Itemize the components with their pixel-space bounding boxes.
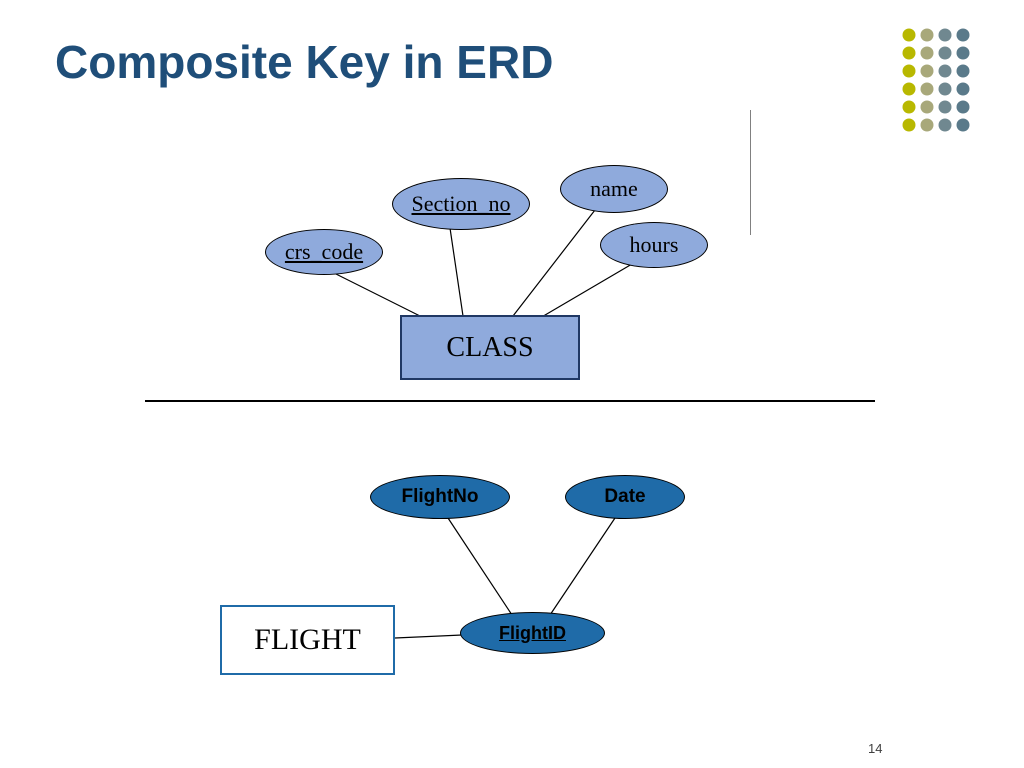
attr-date: Date xyxy=(565,475,685,519)
entity-class-label: CLASS xyxy=(446,332,533,364)
attr-crs-code: crs_code xyxy=(265,229,383,275)
entity-flight-label: FLIGHT xyxy=(254,623,361,657)
page-number: 14 xyxy=(868,741,882,756)
decor-dots xyxy=(899,25,989,155)
attr-section-no: Section_no xyxy=(392,178,530,230)
section-divider xyxy=(145,400,875,402)
attr-name: name xyxy=(560,165,668,213)
entity-flight: FLIGHT xyxy=(220,605,395,675)
entity-class: CLASS xyxy=(400,315,580,380)
slide-title: Composite Key in ERD xyxy=(55,35,553,89)
decor-vertical-line xyxy=(750,110,751,235)
attr-flightid: FlightID xyxy=(460,612,605,654)
attr-flightno: FlightNo xyxy=(370,475,510,519)
attr-hours: hours xyxy=(600,222,708,268)
